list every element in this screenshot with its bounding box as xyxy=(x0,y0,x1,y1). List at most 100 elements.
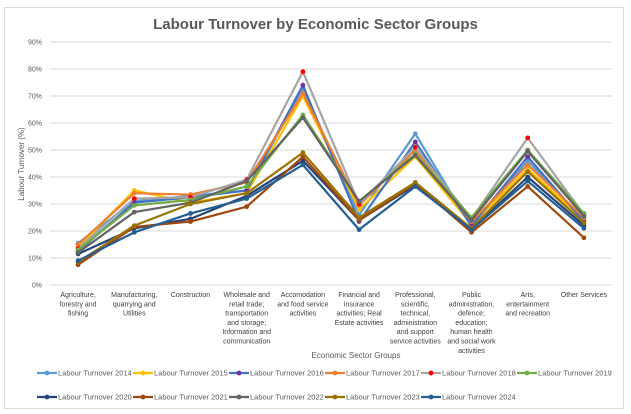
legend-marker xyxy=(236,370,242,376)
x-tick-label-line: entertainment xyxy=(506,301,549,308)
data-point xyxy=(131,196,137,202)
x-tick-label-line: insurance xyxy=(344,301,374,308)
x-tick-label-line: activities xyxy=(458,348,485,355)
x-tick-label-line: Professional, xyxy=(395,292,436,299)
data-point xyxy=(244,204,250,210)
x-category-labels: Agriculture, forestry and fishing Manufactu… xyxy=(60,292,608,355)
data-point xyxy=(581,235,587,241)
y-tick-label: 30% xyxy=(28,202,42,209)
legend-item[interactable]: Labour Turnover 2014 xyxy=(37,369,132,378)
data-point xyxy=(525,154,531,160)
data-point xyxy=(300,162,306,168)
data-point xyxy=(300,150,306,156)
legend-item[interactable]: Labour Turnover 2021 xyxy=(133,393,228,402)
x-tick-label-line: technical, xyxy=(401,311,431,318)
legend-label: Labour Turnover 2014 xyxy=(58,369,132,378)
legend-marker xyxy=(332,370,338,376)
series-labour-turnover-2017 xyxy=(75,90,587,247)
data-point xyxy=(244,184,250,189)
y-tick-labels: 0% 10% 20% 30% 40% 50% 60% 70% 80% 90% xyxy=(28,40,42,290)
data-point xyxy=(244,190,250,196)
legend-marker xyxy=(44,394,50,400)
data-point xyxy=(581,220,587,226)
x-tick-label-line: and recreation xyxy=(505,311,550,318)
legend-marker xyxy=(44,370,50,376)
data-point xyxy=(412,184,418,189)
legend-item[interactable]: Labour Turnover 2024 xyxy=(421,393,516,402)
legend-label: Labour Turnover 2024 xyxy=(442,393,516,402)
data-point xyxy=(356,198,362,204)
legend-item[interactable]: Labour Turnover 2016 xyxy=(229,369,324,378)
chart-title: Labour Turnover by Economic Sector Group… xyxy=(153,16,478,33)
legend-marker xyxy=(236,394,242,400)
data-point xyxy=(300,82,306,88)
y-tick-label: 80% xyxy=(28,67,42,74)
y-tick-label: 0% xyxy=(32,283,42,290)
data-point xyxy=(75,258,81,264)
data-point xyxy=(412,131,418,137)
x-tick-label-line: administration xyxy=(394,320,438,327)
legend-item[interactable]: Labour Turnover 2023 xyxy=(325,393,420,402)
x-tick-label-line: transportation xyxy=(225,311,268,318)
legend-label: Labour Turnover 2018 xyxy=(442,369,516,378)
legend-label: Labour Turnover 2019 xyxy=(538,369,612,378)
data-point xyxy=(412,139,418,145)
y-tick-label: 40% xyxy=(28,175,42,182)
y-tick-label: 10% xyxy=(28,256,42,263)
legend-label: Labour Turnover 2017 xyxy=(346,369,420,378)
data-point xyxy=(188,201,193,207)
series-lines xyxy=(75,69,587,268)
series-line xyxy=(77,84,585,253)
legend-label: Labour Turnover 2023 xyxy=(346,393,420,402)
x-tick-label-line: service activities xyxy=(390,339,441,346)
legend-item[interactable]: Labour Turnover 2017 xyxy=(325,369,420,378)
legend-item[interactable]: Labour Turnover 2020 xyxy=(37,393,132,402)
legend-item[interactable]: Labour Turnover 2022 xyxy=(229,393,324,402)
x-tick-label-line: Utilities xyxy=(123,311,146,318)
y-tick-label: 60% xyxy=(28,121,42,128)
data-point xyxy=(469,217,474,223)
legend-marker xyxy=(524,370,530,376)
data-point xyxy=(469,227,474,233)
legend-label: Labour Turnover 2015 xyxy=(154,369,228,378)
data-point xyxy=(188,211,193,216)
x-tick-label-line: human health xyxy=(450,329,493,336)
chart-frame xyxy=(4,7,624,409)
legend-label: Labour Turnover 2022 xyxy=(250,393,324,402)
data-point xyxy=(131,229,137,235)
x-tick-label-line: and storage; xyxy=(227,320,266,327)
legend-marker xyxy=(140,370,146,376)
y-tick-label: 90% xyxy=(28,40,42,47)
series-line xyxy=(77,92,585,246)
x-tick-label-line: Construction xyxy=(171,292,210,299)
data-point xyxy=(412,180,418,185)
data-point xyxy=(131,202,137,208)
legend-item[interactable]: Labour Turnover 2018 xyxy=(421,369,516,378)
legend-item[interactable]: Labour Turnover 2015 xyxy=(133,369,228,378)
legend-item[interactable]: Labour Turnover 2019 xyxy=(517,369,612,378)
x-category-label: Public administration, defence; education; h… xyxy=(447,292,496,355)
data-point xyxy=(525,135,531,141)
series-line xyxy=(77,70,585,250)
legend-label: Labour Turnover 2021 xyxy=(154,393,228,402)
data-point xyxy=(131,190,137,196)
x-category-label: Construction xyxy=(171,292,210,299)
x-tick-label-line: scientific, xyxy=(401,301,430,308)
legend-marker xyxy=(140,394,146,400)
y-tick-label: 50% xyxy=(28,148,42,155)
series-labour-turnover-2024 xyxy=(75,162,587,264)
data-point xyxy=(75,250,81,256)
legend-marker xyxy=(428,394,434,400)
y-axis-label: Labour Turnover (%) xyxy=(17,127,26,201)
data-point xyxy=(412,144,418,150)
data-point xyxy=(525,178,531,184)
legend-label: Labour Turnover 2020 xyxy=(58,393,132,402)
series-labour-turnover-2016 xyxy=(75,82,587,254)
data-point xyxy=(525,184,531,189)
x-tick-label-line: forestry and xyxy=(60,301,97,308)
x-category-label: Professional, scientific, technical, admini… xyxy=(390,292,441,346)
series-line xyxy=(77,155,585,266)
data-point xyxy=(131,209,137,215)
x-tick-label-line: Arts, xyxy=(521,292,535,299)
x-tick-label-line: defence; xyxy=(458,311,485,318)
